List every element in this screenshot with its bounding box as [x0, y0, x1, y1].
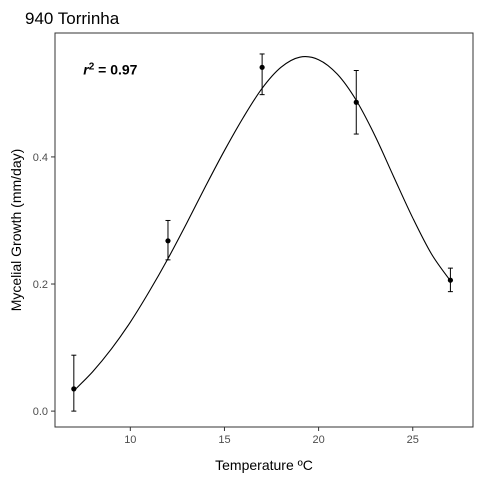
y-tick-label: 0.0	[33, 406, 48, 418]
y-axis: 0.0 0.2 0.4	[33, 152, 55, 418]
data-point	[259, 64, 265, 70]
fit-curve	[73, 56, 451, 392]
r-squared-annotation: r2 = 0.97	[83, 61, 137, 78]
r-superscript: 2	[89, 61, 95, 72]
x-axis-label: Temperature ºC	[215, 457, 313, 473]
r-squared-value: = 0.97	[94, 61, 137, 77]
chart-title: 940 Torrinha	[25, 9, 120, 28]
y-tick-label: 0.2	[33, 279, 48, 291]
data-point	[353, 99, 359, 105]
y-axis-label: Mycelial Growth (mm/day)	[8, 149, 24, 312]
x-axis: 10 15 20 25	[124, 427, 419, 446]
x-tick-label: 10	[124, 434, 136, 446]
r-symbol: r	[83, 61, 90, 77]
y-tick-label: 0.4	[33, 152, 48, 164]
data-point	[447, 277, 454, 283]
x-tick-label: 15	[218, 434, 230, 446]
error-bars	[71, 53, 453, 412]
data-point	[71, 386, 77, 392]
data-points	[71, 64, 454, 392]
x-tick-label: 25	[407, 434, 419, 446]
plot-panel	[54, 32, 474, 428]
x-tick-label: 20	[312, 434, 324, 446]
data-point	[165, 238, 171, 244]
error-bar	[71, 354, 77, 412]
error-bar	[259, 53, 265, 96]
